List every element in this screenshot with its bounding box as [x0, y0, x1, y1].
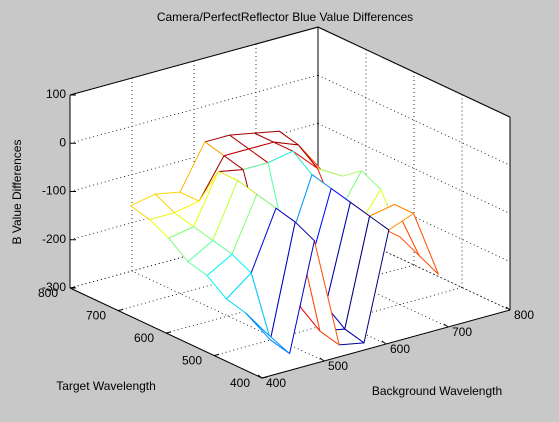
- y-tick: [69, 286, 76, 289]
- x-axis-label: Background Wavelength: [372, 384, 502, 398]
- z-tick-label: 0: [59, 135, 66, 149]
- mesh-cell: [245, 312, 291, 355]
- grid-line: [317, 171, 511, 263]
- axis-line: [317, 26, 511, 118]
- x-tick: [319, 357, 325, 362]
- x-tick: [381, 340, 387, 345]
- z-tick-label: -100: [42, 184, 66, 198]
- y-tick: [165, 331, 172, 334]
- y-tick: [261, 376, 268, 379]
- y-axis-label: Target Wavelength: [56, 379, 156, 393]
- y-tick: [213, 354, 220, 356]
- x-tick: [443, 323, 449, 328]
- x-tick-label: 500: [328, 359, 348, 373]
- y-tick-label: 400: [230, 376, 250, 390]
- x-tick-label: 600: [390, 342, 410, 356]
- y-tick-label: 800: [38, 286, 58, 300]
- z-tick-label: -200: [42, 232, 66, 246]
- grid-line: [317, 74, 511, 166]
- y-tick-label: 700: [86, 309, 106, 323]
- grid-line: [317, 123, 511, 214]
- x-tick-label: 800: [514, 308, 534, 322]
- x-tick: [505, 306, 511, 311]
- z-tick-label: 100: [46, 87, 66, 101]
- x-tick-label: 400: [266, 376, 286, 390]
- x-tick-label: 700: [452, 325, 472, 339]
- grid-line: [131, 270, 325, 362]
- y-tick-label: 500: [182, 354, 202, 368]
- z-axis-label: B Value Differences: [10, 140, 24, 245]
- y-tick-label: 600: [134, 331, 154, 345]
- x-tick: [257, 374, 263, 379]
- axis-line: [69, 26, 319, 96]
- z-tick-label: -300: [42, 280, 66, 294]
- grid-line: [317, 219, 511, 311]
- y-tick: [117, 309, 124, 311]
- chart-title: Camera/PerfectReflector Blue Value Diffe…: [157, 10, 413, 24]
